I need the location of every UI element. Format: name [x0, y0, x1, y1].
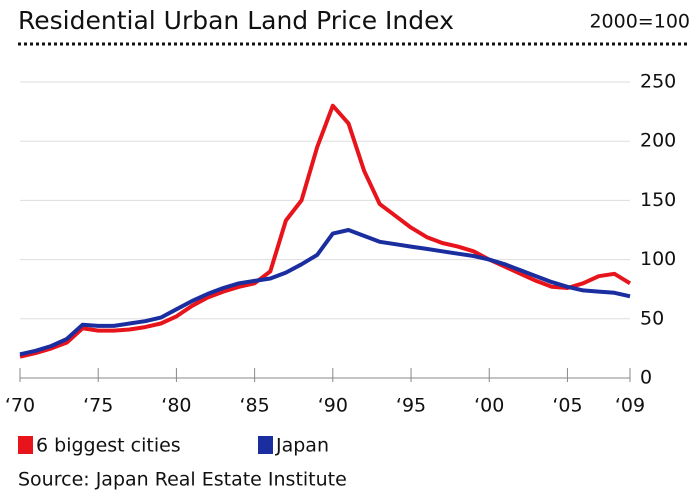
chart-title: Residential Urban Land Price Index — [18, 6, 454, 35]
series-line — [19, 103, 632, 359]
source: Source: Japan Real Estate Institute — [18, 469, 347, 491]
legend-swatch — [258, 436, 273, 454]
legend-swatch — [18, 436, 33, 454]
x-tick-label: ‘80 — [161, 395, 191, 417]
x-tick-label: ‘70 — [5, 395, 35, 417]
x-tick-label: ‘75 — [83, 395, 113, 417]
y-tick-label: 150 — [640, 189, 676, 211]
x-tick-label: ‘00 — [474, 395, 504, 417]
chart-subtitle: 2000=100 — [589, 11, 690, 33]
y-tick-label: 50 — [640, 307, 664, 329]
x-tick-label: ‘05 — [552, 395, 582, 417]
y-tick-label: 100 — [640, 248, 676, 270]
y-tick-label: 250 — [640, 71, 676, 93]
legend-label: Japan — [275, 435, 329, 457]
legend-label: 6 biggest cities — [36, 435, 181, 457]
x-tick-label: ‘09 — [615, 395, 645, 417]
x-tick-label: ‘85 — [240, 395, 270, 417]
x-tick-label: ‘95 — [396, 395, 426, 417]
y-tick-label: 0 — [640, 367, 652, 389]
series-line — [19, 228, 631, 357]
y-tick-label: 200 — [640, 130, 676, 152]
x-tick-label: ‘90 — [318, 395, 348, 417]
